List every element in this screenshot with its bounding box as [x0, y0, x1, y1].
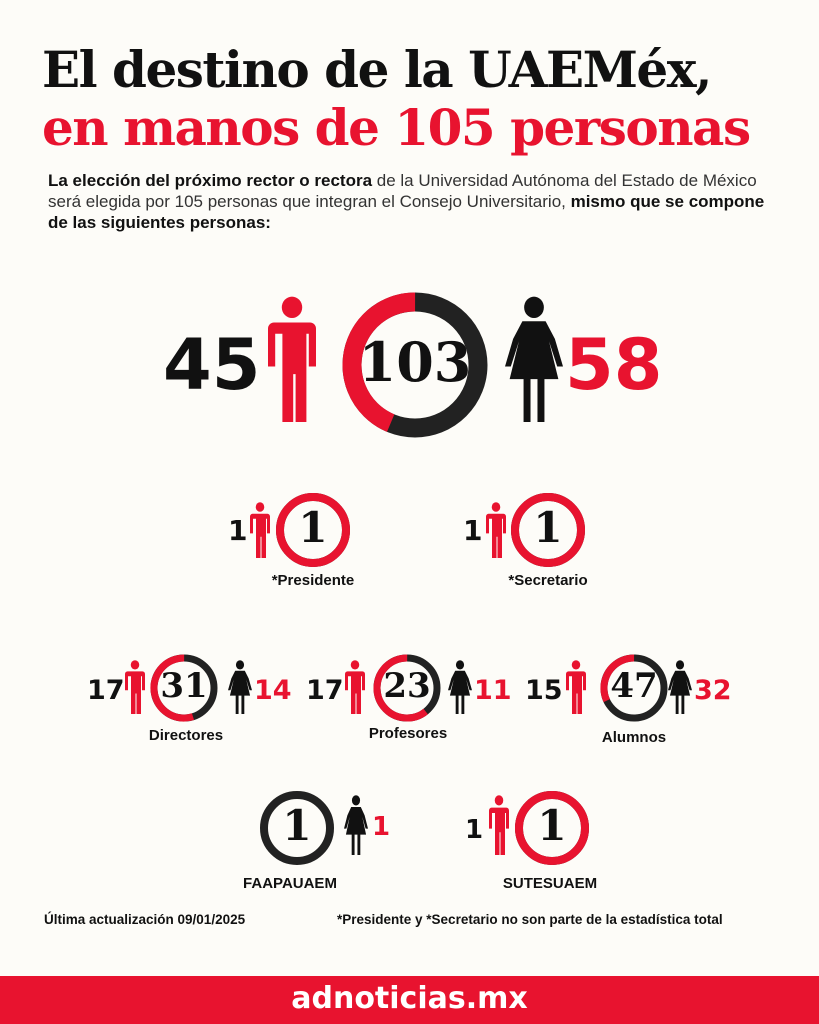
women-count: 11 [474, 675, 512, 706]
woman-icon [228, 660, 252, 714]
donut-faapauaem [260, 791, 334, 865]
total-count: 47 [610, 666, 658, 707]
donut-directores [150, 654, 218, 722]
men-count: 1 [228, 514, 248, 547]
title-line-1: El destino de la UAEMéx, [42, 40, 712, 99]
total-count: 1 [282, 800, 312, 850]
site-banner[interactable]: adnoticias.mx [0, 976, 819, 1024]
intro-bold-1: La elección del próximo rector o rectora [48, 171, 373, 190]
man-icon [486, 502, 506, 558]
men-count: 1 [465, 815, 484, 845]
woman-icon [448, 660, 472, 714]
donut-segment-men [515, 791, 589, 865]
total-count: 1 [537, 800, 567, 850]
woman-icon [668, 660, 692, 714]
total-count: 1 [298, 502, 328, 552]
total-count: 31 [160, 666, 208, 707]
women-count: 1 [372, 812, 391, 842]
donut-secretario [511, 493, 585, 567]
donut-alumnos [600, 654, 668, 722]
footnote: *Presidente y *Secretario no son parte d… [337, 912, 723, 927]
donut-total [342, 292, 488, 438]
donut-sutesuaem [515, 791, 589, 865]
women-count: 32 [694, 675, 732, 706]
man-icon [250, 502, 270, 558]
last-updated: Última actualización 09/01/2025 [44, 912, 246, 927]
men-count: 17 [87, 675, 125, 706]
intro-bold-2: mismo que se compone de las siguientes p… [48, 192, 765, 232]
donut-segment-men [373, 654, 441, 722]
women-count: 14 [254, 675, 292, 706]
man-icon [345, 660, 365, 714]
woman-icon [344, 795, 368, 855]
group-label: Directores [148, 727, 224, 744]
woman-icon [505, 296, 563, 422]
donut-segment-men [276, 493, 350, 567]
donut-profesores [373, 654, 441, 722]
group-label: Profesores [368, 725, 448, 742]
men-count: 45 [163, 324, 261, 406]
intro-text: La elección del próximo rector o rectora… [48, 170, 778, 233]
total-count: 103 [358, 330, 472, 395]
donut-segment-women [260, 791, 334, 865]
man-icon [125, 660, 145, 714]
women-count: 58 [565, 324, 663, 406]
group-label: *Secretario [508, 572, 588, 589]
man-icon [268, 296, 316, 422]
total-count: 23 [383, 666, 431, 707]
donut-segment-men [150, 654, 218, 722]
title-line-2: en manos de 105 personas [42, 98, 751, 157]
group-label: Alumnos [601, 729, 667, 746]
group-label: *Presidente [271, 572, 355, 589]
men-count: 15 [525, 675, 563, 706]
man-icon [566, 660, 586, 714]
intro-normal: de la Universidad Autónoma del Estado de… [48, 171, 757, 211]
group-label: SUTESUAEM [502, 875, 598, 892]
men-count: 17 [306, 675, 344, 706]
man-icon [489, 795, 509, 855]
donut-presidente [276, 493, 350, 567]
group-label: FAAPAUAEM [243, 875, 337, 892]
total-count: 1 [533, 502, 563, 552]
men-count: 1 [463, 514, 483, 547]
donut-segment-men [511, 493, 585, 567]
